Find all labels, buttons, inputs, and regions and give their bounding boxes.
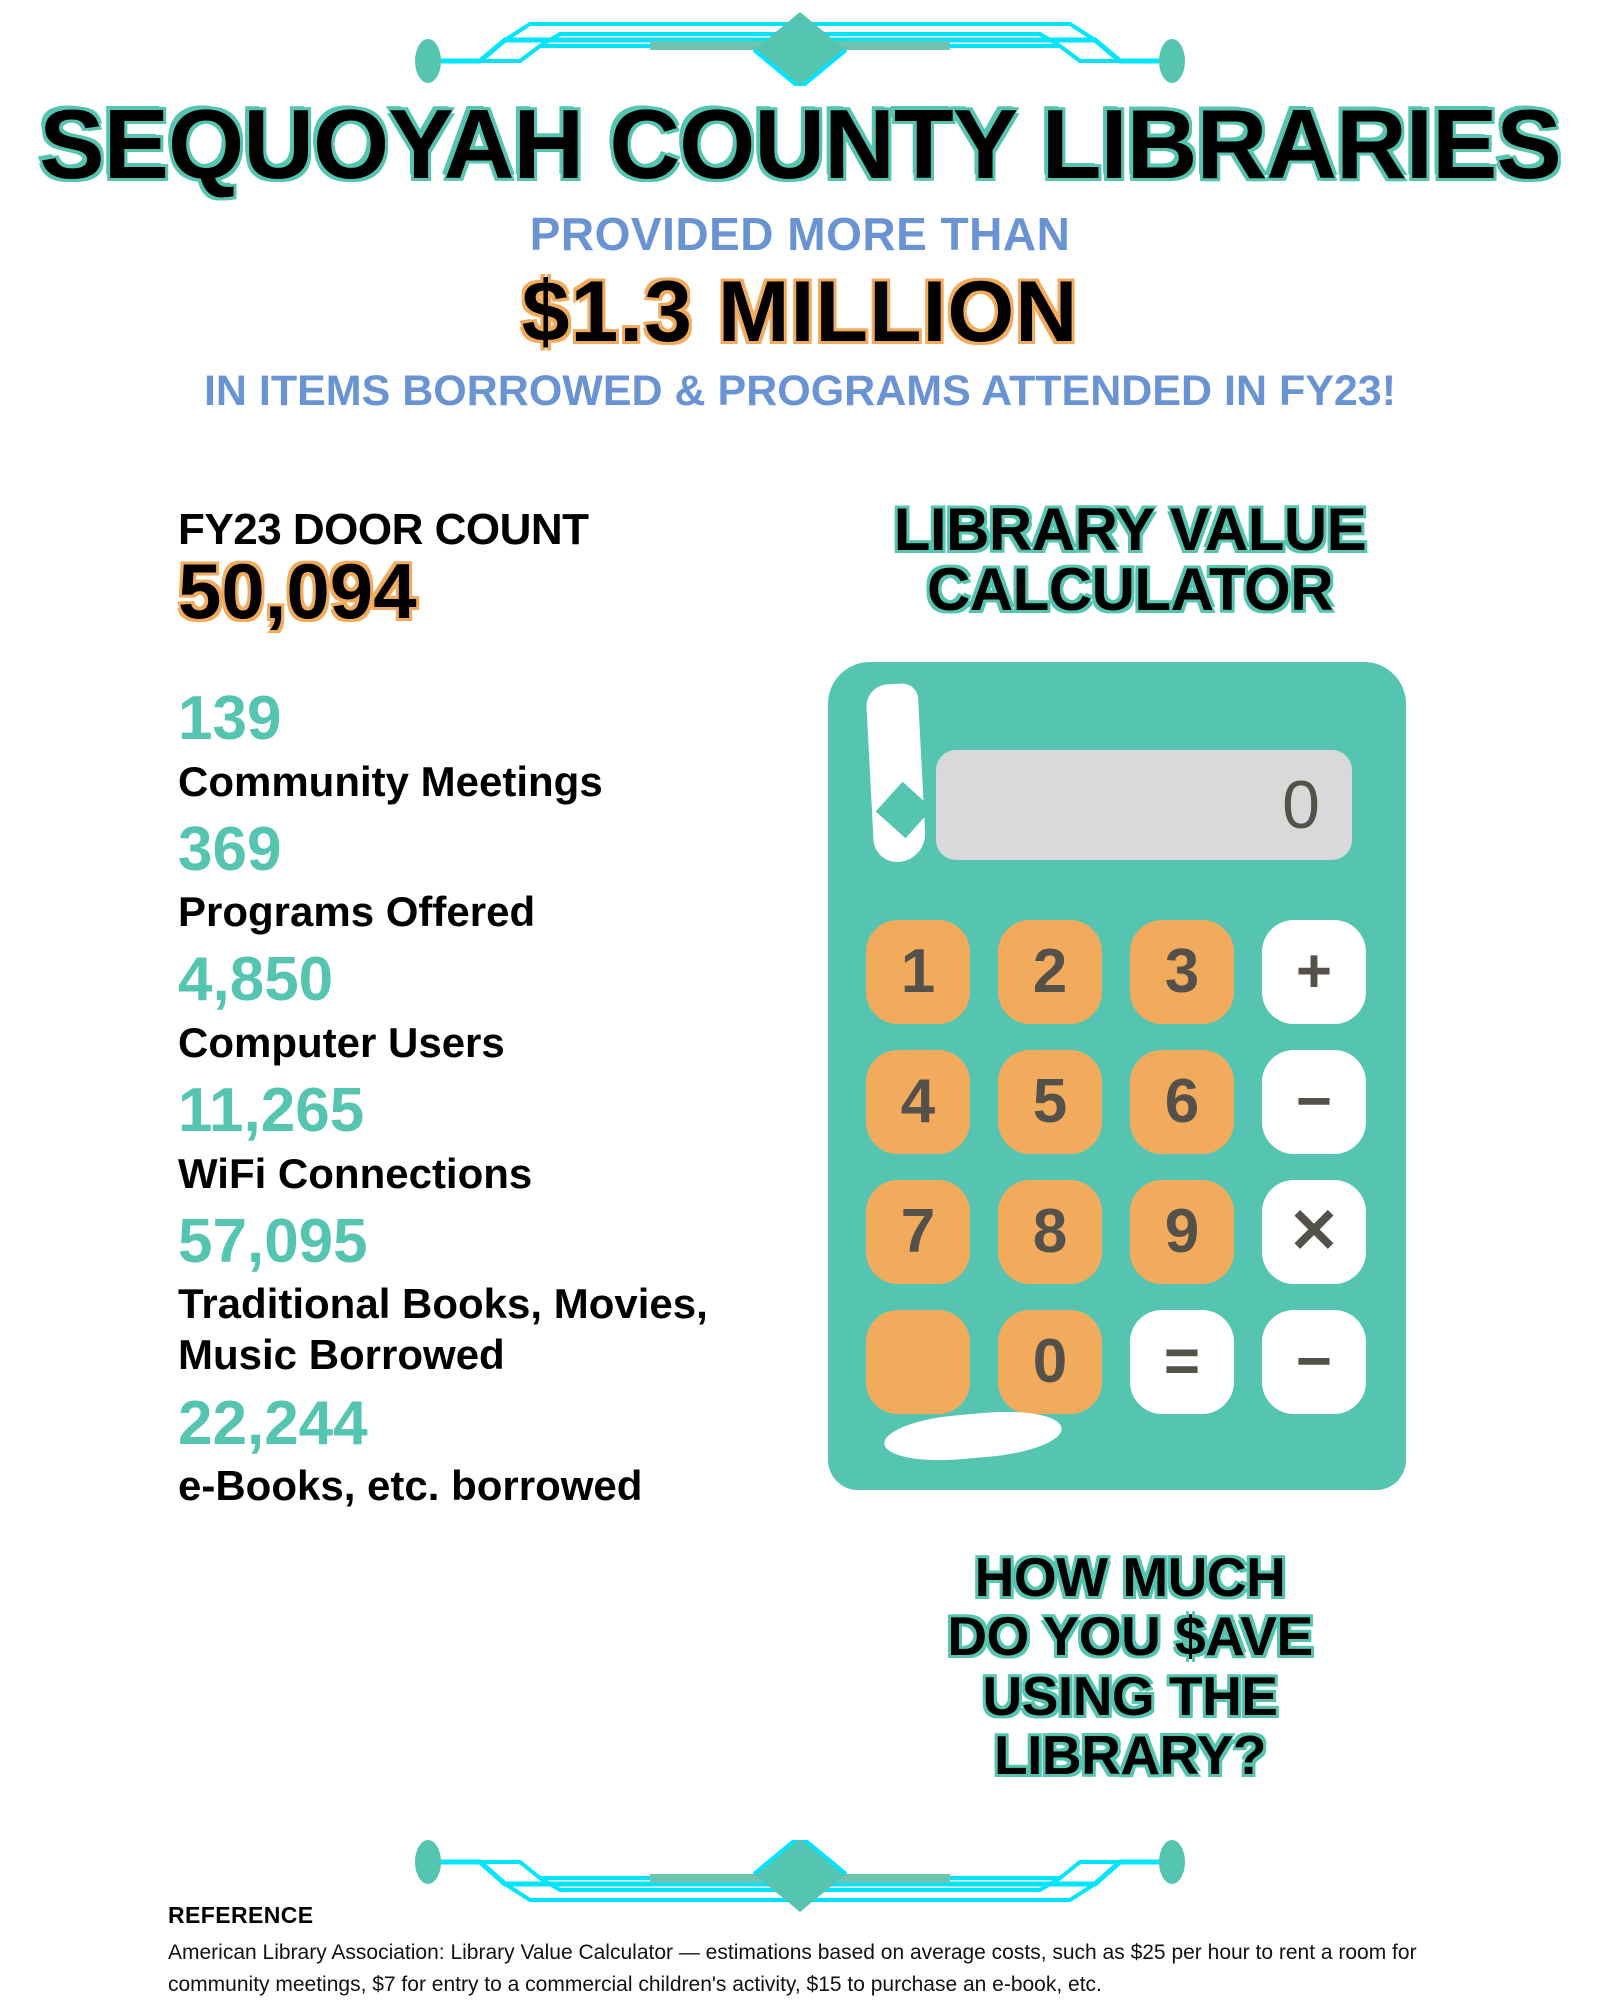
calculator-display-value: 0 <box>1282 767 1320 843</box>
header-block: SEQUOYAH COUNTY LIBRARIES PROVIDED MORE … <box>0 95 1600 416</box>
stat-value: 57,095 <box>178 1206 368 1276</box>
calculator-key-multiply[interactable]: ✕ <box>1262 1180 1366 1284</box>
list-item: 57,095 Traditional Books, Movies, Music … <box>178 1207 818 1381</box>
stat-label: Computer Users <box>178 1018 505 1066</box>
calculator-illustration: 0 1 2 3 + 4 5 6 − 7 8 9 ✕ 0 = − <box>828 662 1406 1490</box>
calculator-highlight-bottom-icon <box>882 1406 1064 1466</box>
door-count-label: FY23 DOOR COUNT <box>178 505 589 554</box>
list-item: 4,850 Computer Users <box>178 945 818 1068</box>
calculator-key-minus[interactable]: − <box>1262 1050 1366 1154</box>
header-subtitle-provided: PROVIDED MORE THAN <box>529 208 1071 260</box>
calculator-key-4[interactable]: 4 <box>866 1050 970 1154</box>
list-item: 11,265 WiFi Connections <box>178 1076 818 1199</box>
calculator-keypad: 1 2 3 + 4 5 6 − 7 8 9 ✕ 0 = − <box>866 920 1368 1414</box>
door-count-value: 50,094 <box>178 547 417 635</box>
calculator-key-8[interactable]: 8 <box>998 1180 1102 1284</box>
top-divider-ornament <box>0 6 1600 86</box>
calculator-question-line2: DO YOU $AVE <box>947 1605 1313 1668</box>
stat-label: Community Meetings <box>178 757 603 805</box>
calculator-key-6[interactable]: 6 <box>1130 1050 1234 1154</box>
header-amount: $1.3 MILLION <box>521 264 1079 360</box>
stat-value: 11,265 <box>178 1076 365 1146</box>
reference-title: REFERENCE <box>168 1902 314 1928</box>
list-item: 22,244 e-Books, etc. borrowed <box>178 1389 818 1512</box>
calculator-key-plus[interactable]: + <box>1262 920 1366 1024</box>
list-item: 369 Programs Offered <box>178 815 818 938</box>
bottom-divider-ornament <box>0 1840 1600 1920</box>
calculator-question-line4: LIBRARY? <box>994 1724 1267 1787</box>
stat-list: 139 Community Meetings 369 Programs Offe… <box>178 684 818 1511</box>
stat-value: 139 <box>178 684 282 754</box>
calculator-key-blank[interactable] <box>866 1310 970 1414</box>
stat-value: 4,850 <box>178 945 334 1015</box>
stat-label: WiFi Connections <box>178 1149 533 1197</box>
calculator-highlight-top-icon <box>865 682 927 864</box>
calculator-key-0[interactable]: 0 <box>998 1310 1102 1414</box>
stats-column: FY23 DOOR COUNT 50,094 139 Community Mee… <box>178 505 818 1519</box>
calculator-question-line3: USING THE <box>982 1664 1278 1727</box>
calculator-key-1[interactable]: 1 <box>866 920 970 1024</box>
calculator-question: HOW MUCH DO YOU $AVE USING THE LIBRARY? <box>820 1546 1440 1787</box>
stat-label: Traditional Books, Movies, Music Borrowe… <box>178 1280 708 1379</box>
calculator-key-9[interactable]: 9 <box>1130 1180 1234 1284</box>
calculator-key-2[interactable]: 2 <box>998 920 1102 1024</box>
calculator-heading-line1: LIBRARY VALUE <box>893 496 1367 563</box>
stat-value: 22,244 <box>178 1388 368 1458</box>
reference-body: American Library Association: Library Va… <box>168 1941 1417 1996</box>
calculator-question-line1: HOW MUCH <box>974 1546 1286 1608</box>
calculator-key-equals[interactable]: = <box>1130 1310 1234 1414</box>
calculator-key-5[interactable]: 5 <box>998 1050 1102 1154</box>
header-subtitle-items: IN ITEMS BORROWED & PROGRAMS ATTENDED IN… <box>203 367 1397 416</box>
list-item: 139 Community Meetings <box>178 684 818 807</box>
stat-value: 369 <box>178 814 282 884</box>
calculator-display: 0 <box>936 750 1352 860</box>
calculator-heading: LIBRARY VALUE CALCULATOR <box>820 500 1440 620</box>
calculator-key-subtract[interactable]: − <box>1262 1310 1366 1414</box>
stat-label: e-Books, etc. borrowed <box>178 1462 643 1510</box>
page-title: SEQUOYAH COUNTY LIBRARIES <box>39 89 1561 199</box>
calculator-key-3[interactable]: 3 <box>1130 920 1234 1024</box>
calculator-heading-line2: CALCULATOR <box>926 556 1334 623</box>
stat-label: Programs Offered <box>178 888 536 936</box>
reference-block: REFERENCE American Library Association: … <box>168 1902 1498 2000</box>
calculator-key-7[interactable]: 7 <box>866 1180 970 1284</box>
